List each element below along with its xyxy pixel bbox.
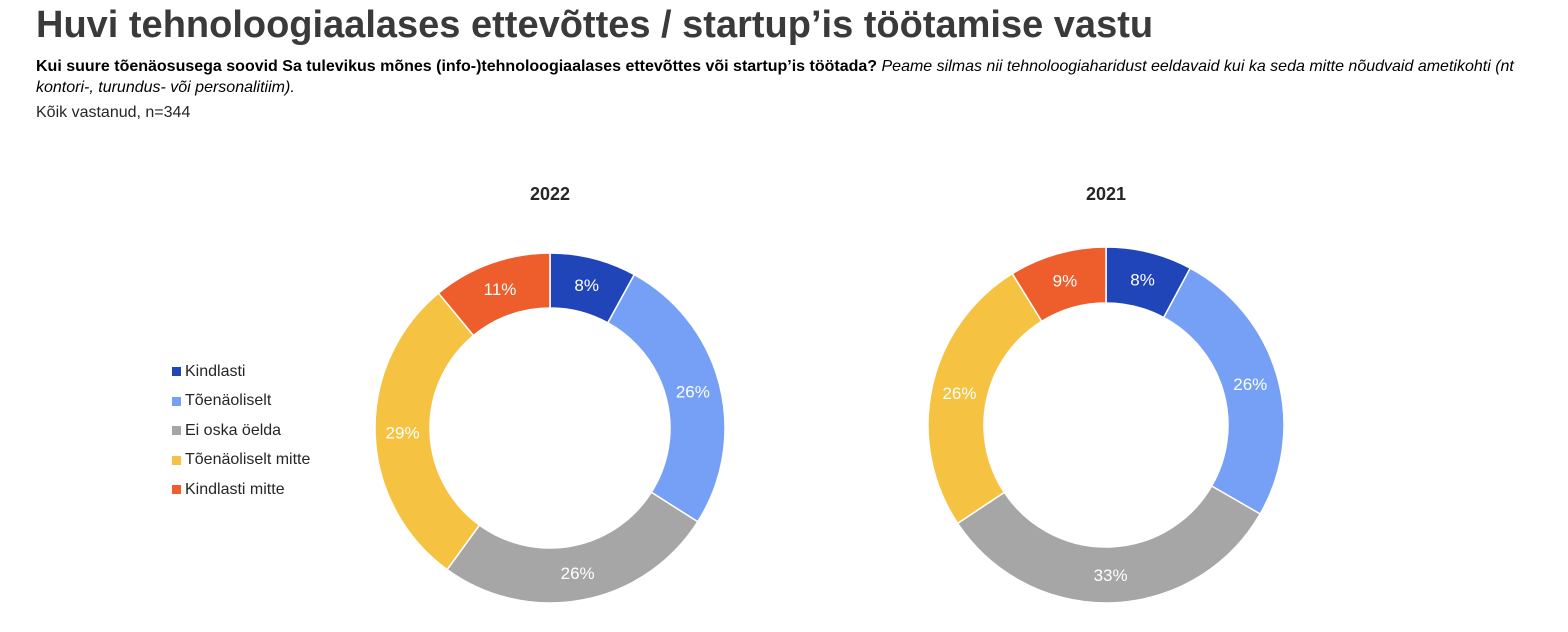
- legend-label: Tõenäoliselt: [185, 392, 272, 410]
- chart-title-2021: 2021: [1085, 184, 1127, 204]
- data-label-2022-toenaoliselt-mitte: 29%: [386, 424, 420, 443]
- legend-label: Kindlasti: [185, 362, 246, 380]
- legend-swatch: [172, 426, 181, 436]
- legend-item-ei-oska-oelda: Ei oska öelda: [172, 416, 310, 446]
- data-label-2022-kindlasti: 8%: [574, 276, 599, 295]
- slice-2021-ei-oska-oelda: [956, 484, 1262, 604]
- data-label-2022-kindlasti-mitte: 11%: [484, 280, 517, 299]
- legend-item-kindlasti-mitte: Kindlasti mitte: [172, 475, 310, 505]
- legend-swatch: [172, 455, 181, 465]
- legend-item-toenaoliselt-mitte: Tõenäoliselt mitte: [172, 446, 310, 476]
- legend-swatch: [172, 485, 181, 495]
- legend-swatch: [172, 367, 181, 377]
- data-label-2021-toenaoliselt-mitte: 26%: [942, 384, 976, 403]
- chart-legend: Kindlasti Tõenäoliselt Ei oska öelda Tõe…: [172, 357, 310, 505]
- slice-2022-kindlasti-mitte: [437, 252, 551, 337]
- slice-2021-kindlasti-mitte: [1011, 246, 1107, 323]
- data-label-2021-ei-oska-oelda: 33%: [1094, 566, 1128, 585]
- legend-item-kindlasti: Kindlasti: [172, 357, 310, 387]
- legend-label: Kindlasti mitte: [185, 480, 285, 498]
- sample-base: Kõik vastanud, n=344: [36, 104, 191, 121]
- page-title: Huvi tehnoloogiaalases ettevõttes / star…: [36, 4, 1154, 46]
- data-label-2021-kindlasti-mitte: 9%: [1053, 272, 1078, 291]
- chart-title-2022: 2022: [529, 184, 571, 204]
- survey-question: Kui suure tõenäosusega soovid Sa tulevik…: [36, 56, 1536, 98]
- question-note: Peame silmas nii tehnoloogiaharidust eel…: [36, 58, 1514, 96]
- legend-label: Ei oska öelda: [185, 421, 282, 439]
- data-label-2021-kindlasti: 8%: [1130, 271, 1155, 290]
- data-label-2021-toenaoliselt: 26%: [1233, 375, 1267, 394]
- data-label-2022-ei-oska-oelda: 26%: [561, 564, 595, 583]
- legend-label: Tõenäoliselt mitte: [185, 451, 311, 469]
- question-text: Kui suure tõenäosusega soovid Sa tulevik…: [36, 58, 878, 75]
- legend-item-toenaoliselt: Tõenäoliselt: [172, 387, 310, 417]
- data-label-2022-toenaoliselt: 26%: [676, 382, 710, 401]
- slice-2022-toenaoliselt-mitte: [374, 292, 481, 571]
- legend-swatch: [172, 396, 181, 406]
